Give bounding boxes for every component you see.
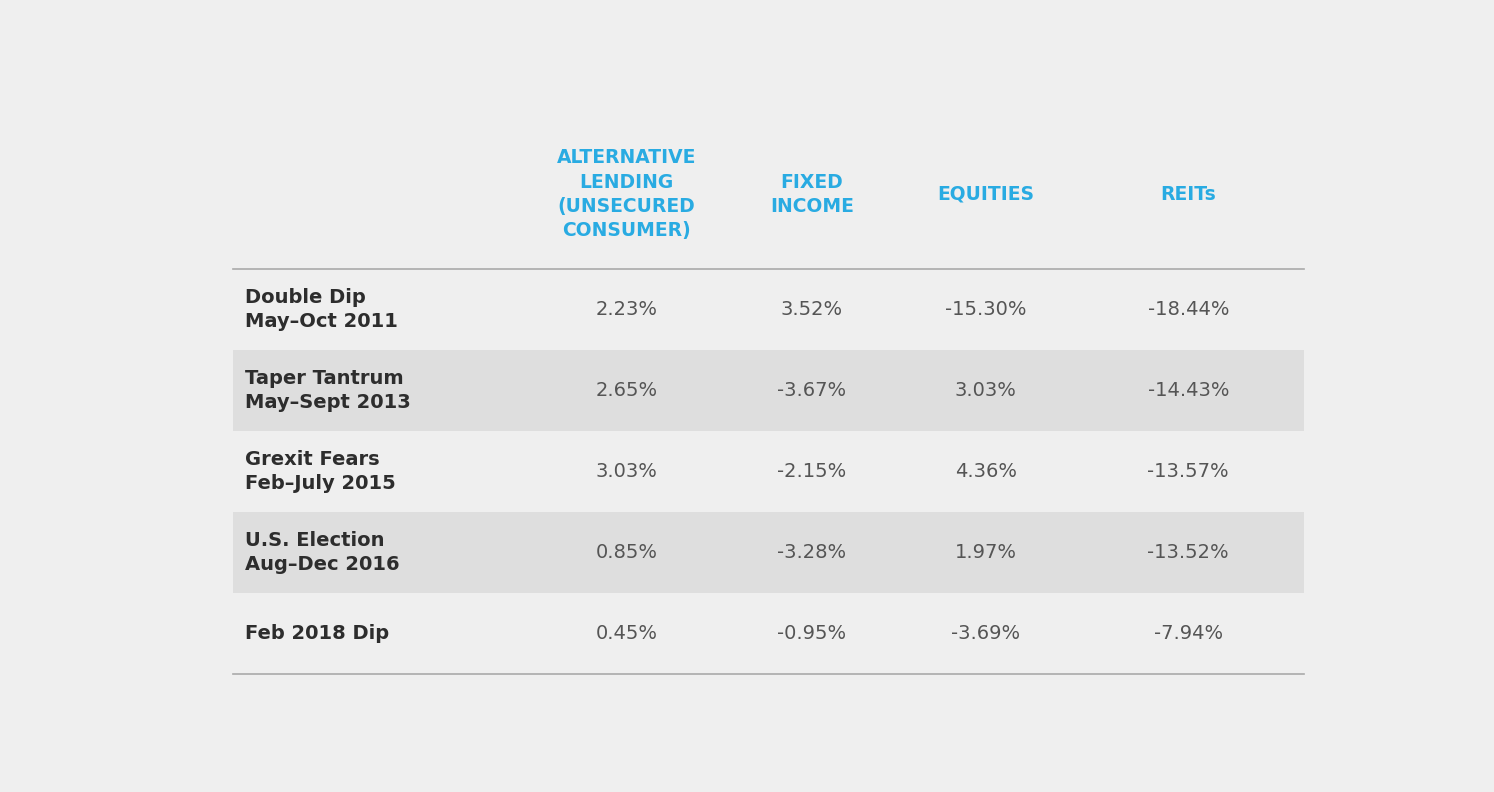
Text: 3.03%: 3.03%: [596, 463, 657, 482]
Text: -2.15%: -2.15%: [777, 463, 847, 482]
Text: -13.52%: -13.52%: [1147, 543, 1230, 562]
Text: U.S. Election
Aug–Dec 2016: U.S. Election Aug–Dec 2016: [245, 531, 399, 574]
Text: 0.45%: 0.45%: [596, 624, 657, 643]
Bar: [233, 512, 1304, 593]
Text: 4.36%: 4.36%: [955, 463, 1016, 482]
Text: Taper Tantrum
May–Sept 2013: Taper Tantrum May–Sept 2013: [245, 369, 411, 413]
Text: 2.23%: 2.23%: [596, 300, 657, 319]
Text: 3.03%: 3.03%: [955, 381, 1016, 400]
Text: REITs: REITs: [1161, 185, 1216, 204]
Text: -13.57%: -13.57%: [1147, 463, 1230, 482]
Bar: [233, 350, 1304, 432]
Text: ALTERNATIVE
LENDING
(UNSECURED
CONSUMER): ALTERNATIVE LENDING (UNSECURED CONSUMER): [557, 148, 696, 240]
Text: -3.67%: -3.67%: [777, 381, 847, 400]
Text: -18.44%: -18.44%: [1147, 300, 1230, 319]
Text: 0.85%: 0.85%: [596, 543, 657, 562]
Text: -3.28%: -3.28%: [777, 543, 847, 562]
Text: Feb 2018 Dip: Feb 2018 Dip: [245, 624, 388, 643]
Text: -0.95%: -0.95%: [777, 624, 847, 643]
Text: FIXED
INCOME: FIXED INCOME: [769, 173, 855, 216]
Text: 2.65%: 2.65%: [596, 381, 657, 400]
Text: Double Dip
May–Oct 2011: Double Dip May–Oct 2011: [245, 288, 397, 331]
Text: 1.97%: 1.97%: [955, 543, 1016, 562]
Text: 3.52%: 3.52%: [781, 300, 843, 319]
Text: -14.43%: -14.43%: [1147, 381, 1230, 400]
Text: -3.69%: -3.69%: [952, 624, 1020, 643]
Text: -7.94%: -7.94%: [1153, 624, 1224, 643]
Text: Grexit Fears
Feb–July 2015: Grexit Fears Feb–July 2015: [245, 450, 396, 493]
Text: -15.30%: -15.30%: [944, 300, 1026, 319]
Text: EQUITIES: EQUITIES: [937, 185, 1034, 204]
